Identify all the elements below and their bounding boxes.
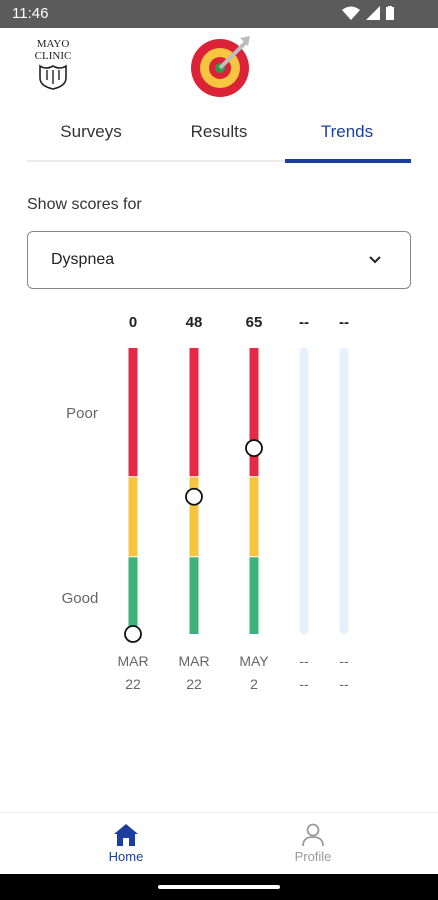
show-scores-label: Show scores for	[27, 196, 142, 213]
empty-score-bar	[339, 348, 349, 634]
score-marker	[124, 625, 142, 643]
signal-icon	[366, 6, 380, 20]
battery-icon	[386, 6, 394, 20]
chevron-down-icon	[369, 256, 381, 264]
condition-dropdown-value: Dyspnea	[51, 251, 115, 268]
score-bar-segment	[249, 556, 259, 634]
nav-home-label: Home	[108, 849, 144, 864]
score-bar-segment	[189, 348, 199, 477]
date-month-label: MAR	[117, 653, 148, 669]
status-icons	[342, 6, 394, 20]
date-day-label: --	[339, 676, 349, 692]
date-day-label: 22	[186, 676, 202, 692]
tab-results[interactable]: Results	[190, 122, 248, 141]
status-bar: 11:46	[0, 0, 438, 28]
trend-chart: Poor Good 0 MAR 22 48 MAR 22 65 MAY 2 -- -- -- -- -- --	[62, 314, 349, 692]
score-bar-segment	[189, 556, 199, 634]
logo-text-line2: CLINIC	[34, 50, 72, 62]
score-label: --	[339, 314, 349, 331]
date-month-label: --	[339, 653, 349, 669]
shield-icon	[39, 64, 67, 90]
score-bar-segment	[128, 476, 138, 557]
score-bar-segment	[249, 348, 259, 477]
date-day-label: 22	[125, 676, 141, 692]
system-gesture-bar	[0, 874, 438, 900]
score-marker	[245, 439, 263, 458]
home-gesture-pill[interactable]	[158, 885, 280, 889]
mayo-clinic-logo: MAYO CLINIC	[27, 38, 79, 94]
date-day-label: --	[299, 676, 309, 692]
score-bar-segment	[128, 348, 138, 477]
tab-bar: Surveys Results Trends	[27, 112, 411, 163]
target-icon	[191, 36, 250, 97]
bottom-nav: Home Profile	[0, 812, 438, 874]
condition-dropdown[interactable]: Dyspnea	[27, 231, 411, 289]
logo-text-line1: MAYO	[36, 38, 70, 50]
home-icon	[114, 824, 138, 846]
date-month-label: MAY	[239, 653, 269, 669]
empty-score-bar	[299, 348, 309, 634]
nav-profile[interactable]: Profile	[268, 823, 358, 864]
score-bar-segment	[128, 556, 138, 634]
y-label-good: Good	[62, 590, 99, 607]
wifi-icon	[342, 6, 360, 20]
score-marker	[185, 487, 203, 506]
score-label: 65	[246, 314, 263, 331]
person-icon	[302, 823, 324, 847]
date-day-label: 2	[250, 676, 258, 692]
score-bar-segment	[249, 476, 259, 557]
nav-profile-label: Profile	[294, 849, 332, 864]
y-label-poor: Poor	[66, 405, 98, 422]
date-month-label: MAR	[178, 653, 209, 669]
score-bar-segment	[189, 476, 199, 557]
tab-surveys[interactable]: Surveys	[60, 122, 122, 141]
score-label: 48	[186, 314, 203, 331]
score-label: --	[299, 314, 309, 331]
tab-trends[interactable]: Trends	[283, 112, 411, 163]
nav-home[interactable]: Home	[81, 823, 171, 864]
date-month-label: --	[299, 653, 309, 669]
status-time: 11:46	[12, 5, 49, 22]
score-label: 0	[129, 314, 137, 331]
